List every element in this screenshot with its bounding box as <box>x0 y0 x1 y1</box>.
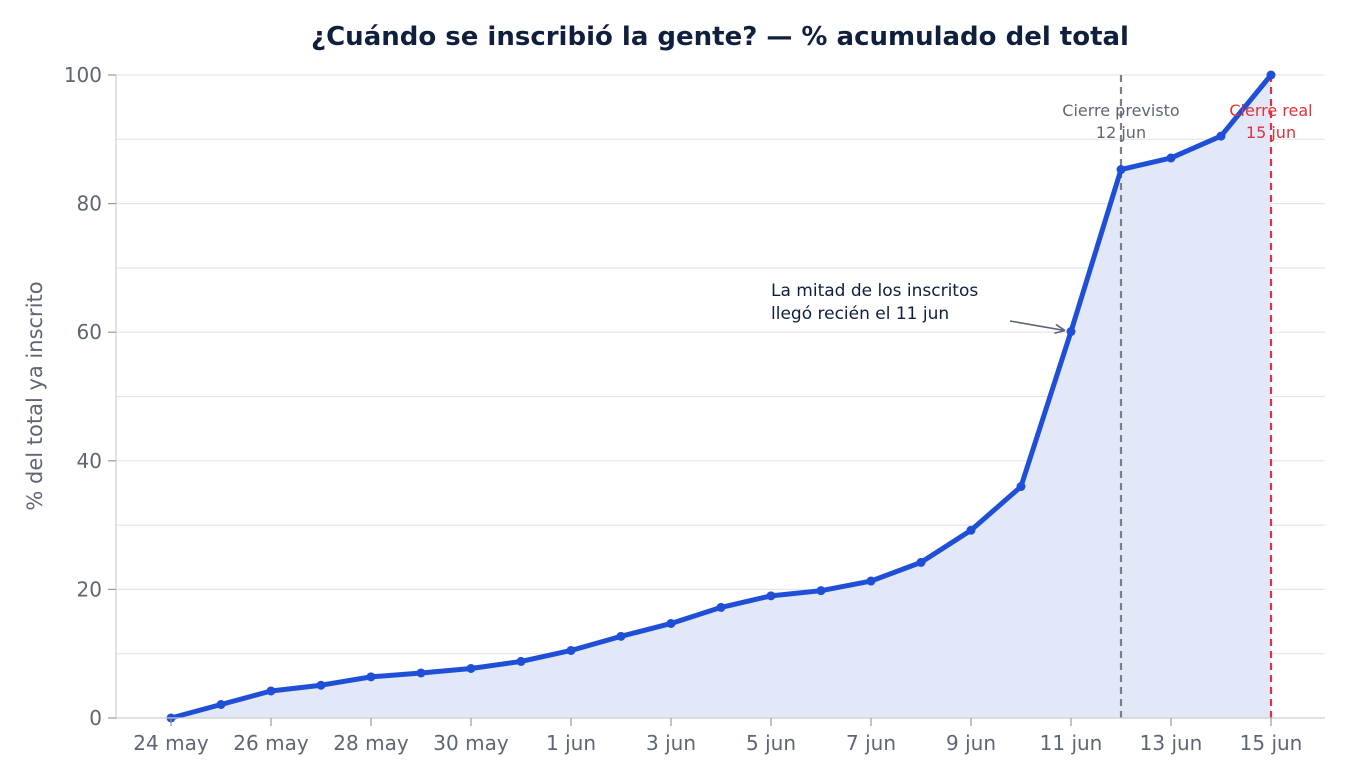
y-tick-label: 20 <box>77 577 102 601</box>
series-line-layer <box>166 70 1276 723</box>
y-tick-label: 80 <box>77 192 102 216</box>
data-point <box>666 618 676 628</box>
data-point <box>616 631 626 641</box>
data-point <box>266 686 276 696</box>
grid-lines <box>116 74 1325 655</box>
area-fill <box>171 75 1271 718</box>
x-tick-label: 9 jun <box>946 731 996 755</box>
data-point <box>866 576 876 586</box>
planned-close-label-date: 12 jun <box>1096 123 1146 142</box>
x-tick-label: 28 may <box>333 731 409 755</box>
area-fill-layer <box>171 75 1271 718</box>
annotation-text: La mitad de los inscritos <box>771 281 978 301</box>
annotation-text-line2: llegó recién el 11 jun <box>771 304 949 324</box>
data-point <box>466 663 476 673</box>
annotations: Cierre previsto 12 jun Cierre real 15 jun La… <box>771 101 1313 335</box>
x-tick-label: 24 may <box>133 731 209 755</box>
x-tick-label: 13 jun <box>1140 731 1203 755</box>
data-point <box>1216 131 1226 141</box>
y-axis-label: % del total ya inscrito <box>23 281 47 510</box>
y-tick-label: 40 <box>77 449 102 473</box>
data-point <box>216 699 226 709</box>
data-point <box>566 645 576 655</box>
axes: 0 20 40 60 80 100 24 may 26 may 28 may 30 may 1 ju… <box>64 63 1325 755</box>
actual-close-label-date: 15 jun <box>1246 123 1296 142</box>
data-point <box>516 656 526 666</box>
data-point <box>1166 153 1176 163</box>
data-point <box>816 586 826 596</box>
actual-close-label: Cierre real <box>1229 101 1312 120</box>
data-point <box>1116 165 1126 175</box>
data-point <box>1266 70 1276 80</box>
x-tick-label: 15 jun <box>1240 731 1303 755</box>
data-point <box>366 672 376 682</box>
data-point <box>916 557 926 567</box>
y-tick-label: 60 <box>77 320 102 344</box>
x-tick-label: 3 jun <box>646 731 696 755</box>
data-point <box>716 602 726 612</box>
x-tick-label: 30 may <box>433 731 509 755</box>
data-point <box>966 525 976 535</box>
chart-title: ¿Cuándo se inscribió la gente? — % acumu… <box>311 22 1129 52</box>
x-tick-label: 1 jun <box>546 731 596 755</box>
data-point <box>416 668 426 678</box>
y-tick-label: 100 <box>64 63 102 87</box>
data-point <box>766 591 776 601</box>
x-tick-label: 26 may <box>233 731 309 755</box>
data-point <box>1066 327 1076 337</box>
x-tick-label: 5 jun <box>746 731 796 755</box>
data-point <box>1016 482 1026 492</box>
annotation-arrowhead <box>1054 323 1066 335</box>
annotation-arrow <box>1009 320 1066 332</box>
x-tick-label: 11 jun <box>1040 731 1103 755</box>
x-tick-label: 7 jun <box>846 731 896 755</box>
y-tick-label: 0 <box>89 706 102 730</box>
planned-close-label: Cierre previsto <box>1062 101 1179 120</box>
data-point <box>316 680 326 690</box>
